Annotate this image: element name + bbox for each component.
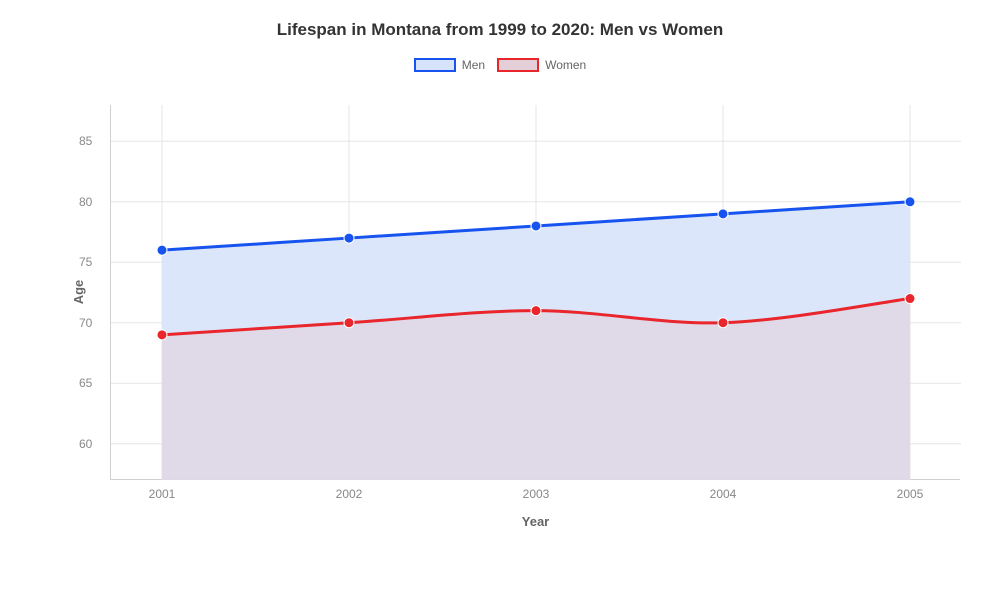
legend-label-men: Men: [462, 58, 485, 72]
chart-title: Lifespan in Montana from 1999 to 2020: M…: [0, 0, 1000, 40]
series-marker-women: [157, 330, 167, 340]
series-marker-men: [905, 197, 915, 207]
y-tick-label: 60: [79, 437, 92, 451]
series-marker-women: [531, 306, 541, 316]
y-tick-label: 75: [79, 255, 92, 269]
chart-container: Age Year 6065707580852001200220032004200…: [70, 95, 970, 525]
series-marker-men: [531, 221, 541, 231]
x-tick-label: 2005: [897, 487, 924, 501]
legend: Men Women: [0, 58, 1000, 72]
x-axis-label: Year: [522, 514, 549, 529]
x-tick-label: 2002: [336, 487, 363, 501]
y-tick-label: 70: [79, 316, 92, 330]
series-marker-men: [718, 209, 728, 219]
y-tick-label: 85: [79, 134, 92, 148]
chart-svg: [111, 105, 961, 480]
series-marker-women: [905, 294, 915, 304]
y-tick-label: 65: [79, 376, 92, 390]
legend-item-men: Men: [414, 58, 485, 72]
x-tick-label: 2004: [710, 487, 737, 501]
series-marker-women: [718, 318, 728, 328]
legend-label-women: Women: [545, 58, 586, 72]
legend-swatch-men: [414, 58, 456, 72]
y-tick-label: 80: [79, 195, 92, 209]
plot-area: Age Year 6065707580852001200220032004200…: [110, 105, 960, 480]
series-marker-men: [344, 233, 354, 243]
series-marker-women: [344, 318, 354, 328]
y-axis-label: Age: [71, 280, 86, 305]
series-marker-men: [157, 245, 167, 255]
legend-swatch-women: [497, 58, 539, 72]
legend-item-women: Women: [497, 58, 586, 72]
x-tick-label: 2003: [523, 487, 550, 501]
x-tick-label: 2001: [149, 487, 176, 501]
